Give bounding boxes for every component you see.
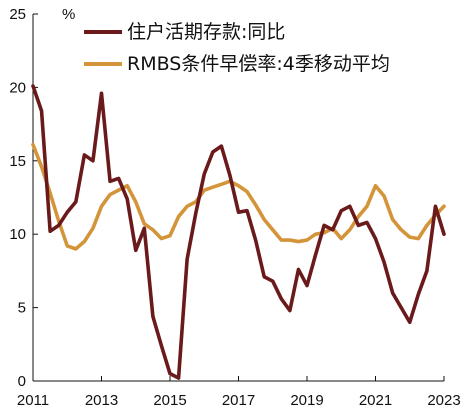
x-tick-label: 2015 (153, 392, 186, 409)
y-ticks: 0 5 10 15 20 25 (9, 6, 38, 390)
y-unit-label: % (62, 6, 75, 23)
legend-label-deposits: 住户活期存款:同比 (127, 21, 285, 43)
y-tick-label: 5 (18, 300, 26, 317)
legend-item-rmbs: RMBS条件早偿率:4季移动平均 (84, 53, 390, 75)
x-tick-label: 2011 (17, 392, 49, 409)
x-tick-label: 2023 (427, 392, 460, 409)
y-tick-label: 15 (9, 153, 26, 170)
axes: 0 5 10 15 20 25 2011 2013 2015 2017 2019 2021 2023 (9, 6, 460, 409)
y-tick-label: 0 (18, 373, 26, 390)
series-line-deposits (31, 84, 446, 380)
series-group (31, 84, 446, 380)
x-tick-label: 2021 (359, 392, 392, 409)
x-tick-label: 2019 (290, 392, 323, 409)
x-tick-label: 2017 (222, 392, 255, 409)
legend: 住户活期存款:同比 RMBS条件早偿率:4季移动平均 (84, 21, 390, 75)
y-tick-label: 20 (9, 79, 26, 96)
legend-label-rmbs: RMBS条件早偿率:4季移动平均 (127, 53, 390, 75)
y-tick-label: 10 (9, 226, 26, 243)
legend-item-deposits: 住户活期存款:同比 (84, 21, 285, 43)
x-tick-label: 2013 (85, 392, 118, 409)
series-line-rmbs (31, 142, 446, 251)
x-ticks: 2011 2013 2015 2017 2019 2021 2023 (17, 376, 461, 409)
y-tick-label: 25 (9, 6, 26, 23)
